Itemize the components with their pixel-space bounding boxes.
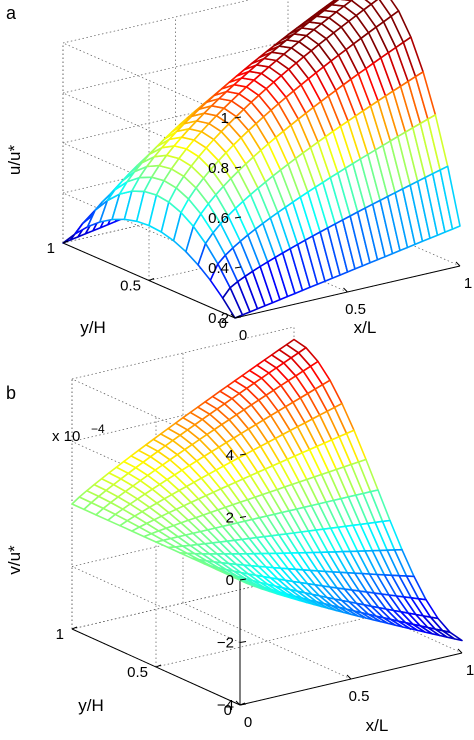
panel-b-tick-labels: −4 −2 0 2 4 0 0.5 1 0 0.5 1 <box>56 447 474 731</box>
y-tick-mark <box>148 278 155 281</box>
x-tick-mark <box>457 648 463 654</box>
z-tick-mark <box>234 116 242 119</box>
z-tick-label: 0.2 <box>208 310 229 327</box>
z-tick-mark <box>234 166 242 169</box>
x-tick-mark <box>346 674 352 680</box>
panel-b-zlabel: v/u* <box>5 545 24 575</box>
y-tick-label: 0.5 <box>127 664 148 681</box>
left-wall-z-grid <box>62 142 236 219</box>
x-tick-mark <box>230 313 236 319</box>
z-tick-label: 0.6 <box>208 210 229 227</box>
y-tick-label: 0 <box>219 315 227 332</box>
panel-a-ylabel: y/H <box>80 318 106 337</box>
panel-b-zscale-exponent: −4 <box>91 422 105 436</box>
left-wall-z-grid <box>62 92 236 169</box>
x-tick-mark <box>343 287 348 293</box>
x-tick-label: 0.5 <box>345 301 366 318</box>
z-tick-label: 0.4 <box>208 260 229 277</box>
x-tick-label: 1 <box>466 662 474 679</box>
panel-a-tick-labels: 0.2 0.4 0.6 0.8 1 0 0.5 1 0 0.5 1 <box>47 110 473 344</box>
panel-b-label: b <box>6 383 16 403</box>
panel-b-zscale-label: x 10 <box>52 428 80 445</box>
panel-a-xlabel: x/L <box>354 318 377 337</box>
y-tick-mark <box>71 626 78 630</box>
back-wall-z-grid <box>62 40 289 94</box>
panel-a: a 0.2 0.4 0.6 0.8 1 0 0.5 1 0 0.5 1 u/u* y/H x/L <box>5 0 472 344</box>
z-tick-label: 0.8 <box>208 160 229 177</box>
panel-a-zlabel: u/u* <box>5 144 24 175</box>
z-tick-label: 0 <box>226 572 234 589</box>
panel-a-surface <box>62 0 461 319</box>
x-tick-label: 0 <box>239 327 247 344</box>
y-tick-mark <box>155 664 162 668</box>
panel-b-ylabel: y/H <box>78 696 104 715</box>
z-tick-mark <box>239 641 247 643</box>
panel-b-surface <box>71 338 463 642</box>
left-wall-z-grid <box>71 566 241 643</box>
left-wall-z-grid <box>62 42 236 119</box>
z-tick-mark <box>239 453 247 456</box>
y-tick-label: 0 <box>224 702 232 719</box>
x-tick-label: 0 <box>244 714 252 731</box>
z-tick-mark <box>239 516 247 518</box>
left-wall-z-grid <box>62 192 236 269</box>
y-tick-mark <box>62 240 69 244</box>
panel-b: b −4 −2 0 2 4 0 0.5 1 0 0.5 1 x 10 −4 v/u* y/H x/L <box>5 326 474 735</box>
y-tick-label: 0.5 <box>120 278 141 295</box>
surface-cell <box>439 165 461 230</box>
z-tick-label: 4 <box>226 447 234 464</box>
x-tick-label: 1 <box>464 275 472 292</box>
x-tick-label: 0.5 <box>349 688 370 705</box>
y-tick-label: 1 <box>47 240 55 257</box>
x-tick-mark <box>235 700 241 706</box>
z-tick-mark <box>234 266 242 269</box>
z-tick-mark <box>234 216 242 219</box>
z-tick-label: −2 <box>217 635 234 652</box>
z-tick-mark <box>239 578 247 581</box>
panel-b-xlabel: x/L <box>366 716 389 735</box>
z-tick-label: 1 <box>221 110 229 127</box>
y-tick-mark <box>239 702 246 706</box>
y-tick-label: 1 <box>56 626 64 643</box>
left-wall-z-grid <box>71 378 241 456</box>
x-tick-mark <box>455 261 461 267</box>
panel-a-label: a <box>6 3 17 23</box>
z-tick-label: 2 <box>226 510 234 527</box>
z-tick-label: −4 <box>217 697 234 714</box>
surface-cell <box>441 629 463 642</box>
y-tick-mark <box>234 315 241 319</box>
floor-x-grid <box>182 602 352 680</box>
